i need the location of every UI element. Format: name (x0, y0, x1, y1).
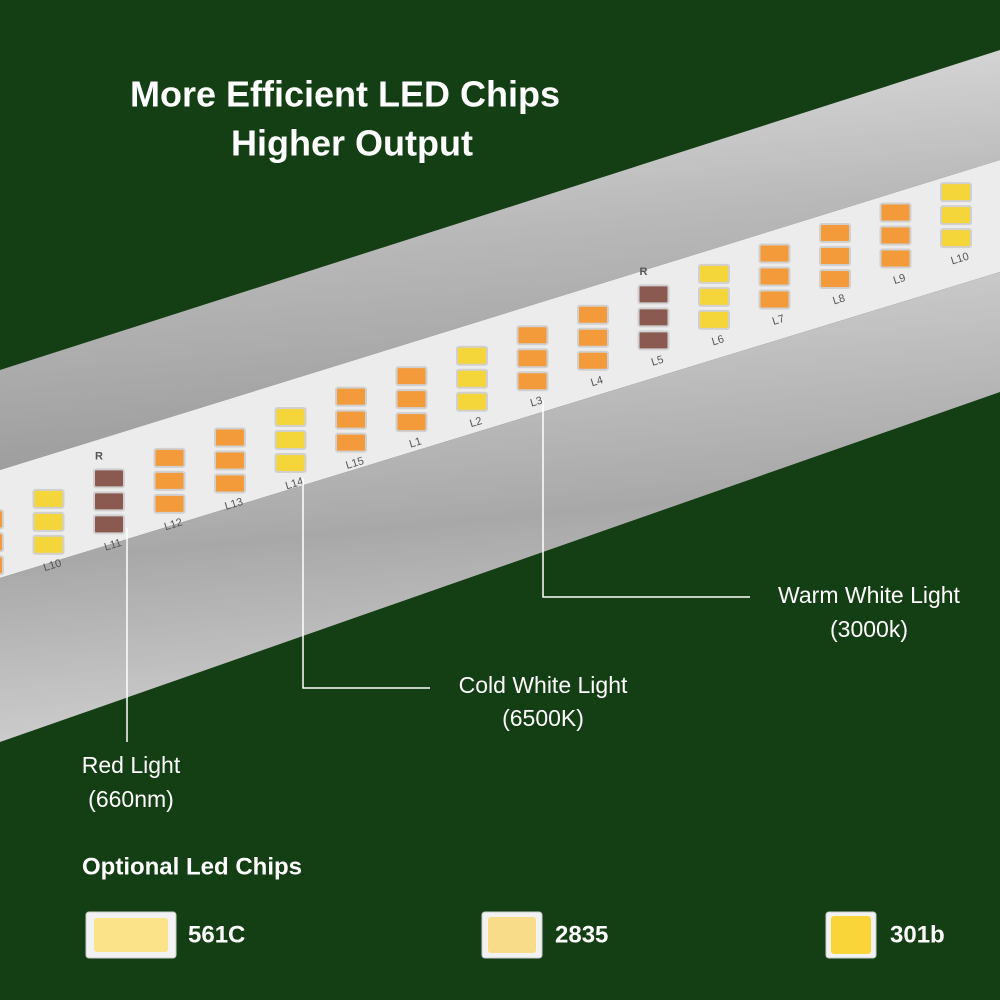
led-chip (93, 514, 125, 535)
led-chip (93, 491, 125, 512)
led-chip (456, 391, 488, 412)
led-label: L14 (284, 476, 305, 493)
led-chip (819, 268, 851, 289)
led-chip (335, 409, 367, 430)
led-chip (516, 371, 549, 392)
led-chip (819, 245, 851, 266)
led-chip (698, 286, 730, 307)
led-chip (516, 348, 549, 369)
led-chip (940, 228, 972, 249)
led-chip (153, 493, 186, 514)
led-chip (274, 407, 307, 428)
led-label: L4 (589, 374, 604, 389)
led-chip (698, 263, 730, 284)
led-label: L15 (344, 455, 365, 472)
chip-label: 2835 (555, 921, 608, 948)
led-chip (758, 289, 791, 310)
led-chip (577, 327, 609, 348)
led-chip (637, 284, 670, 305)
leader-line (302, 478, 430, 689)
led-chip (637, 330, 670, 351)
led-chip (32, 534, 65, 555)
callout: (3000k) (830, 616, 908, 642)
title: More Efficient LED Chips (130, 74, 560, 115)
led-chip (758, 243, 791, 264)
chip-icon (488, 917, 536, 953)
led-chip (879, 225, 912, 246)
callout: Warm White Light (778, 582, 961, 608)
led-label: L8 (831, 292, 846, 307)
led-chip (32, 511, 65, 532)
led-chip (93, 468, 125, 489)
led-chip (637, 307, 670, 328)
led-chip (879, 248, 912, 269)
led-label: L10 (949, 251, 970, 268)
led-chip (274, 453, 307, 474)
led-groups: L9L10L11RL12L13L14L15L1L2L3L4L5RL6L7L8L9… (0, 182, 972, 576)
led-label: L5 (650, 354, 665, 369)
led-strip (0, 160, 1000, 578)
led-chip (758, 266, 791, 287)
led-chip (0, 532, 4, 553)
chip-label: 561C (188, 921, 245, 948)
led-label: L2 (468, 415, 483, 430)
led-chip (214, 427, 246, 448)
led-chip (32, 488, 65, 509)
led-label: L11 (103, 537, 123, 554)
led-label: L9 (892, 272, 907, 287)
led-chip (153, 470, 186, 491)
led-chip (335, 432, 367, 453)
led-label: L12 (163, 516, 184, 533)
led-chip (456, 368, 488, 389)
led-label: R (640, 266, 648, 278)
led-chip (819, 222, 851, 243)
led-chip (395, 389, 428, 410)
led-label: L10 (42, 557, 63, 574)
led-chip (0, 555, 4, 576)
led-chip (577, 304, 609, 325)
led-chip (879, 202, 912, 223)
led-label: L6 (710, 333, 725, 348)
title: Higher Output (231, 123, 473, 164)
callout: Cold White Light (459, 672, 628, 698)
led-chip (214, 473, 246, 494)
led-chip (395, 366, 428, 387)
led-chip (698, 309, 730, 330)
chip-label: 301b (890, 921, 945, 948)
led-chip (335, 386, 367, 407)
bar-upper (0, 50, 1000, 470)
led-label: L13 (223, 496, 244, 513)
chip-icon (831, 916, 871, 954)
led-chip (456, 345, 488, 366)
bar-lower (0, 272, 1000, 742)
callout: Red Light (82, 752, 181, 778)
led-chip (214, 450, 246, 471)
callout: (660nm) (88, 786, 174, 812)
leader-line (542, 400, 750, 598)
led-chip (516, 325, 549, 346)
led-label: R (95, 450, 103, 462)
led-label: L3 (529, 395, 544, 410)
led-chip (0, 509, 4, 530)
led-chip (940, 182, 972, 203)
led-chip (577, 350, 609, 371)
led-chip (395, 412, 428, 433)
options-title: Optional Led Chips (82, 853, 302, 880)
chip-icon (94, 918, 168, 952)
led-chip (940, 205, 972, 226)
led-label: L7 (771, 313, 786, 328)
led-chip (274, 430, 307, 451)
led-label: L1 (408, 436, 423, 451)
callout: (6500K) (502, 705, 584, 731)
led-chip (153, 447, 186, 468)
